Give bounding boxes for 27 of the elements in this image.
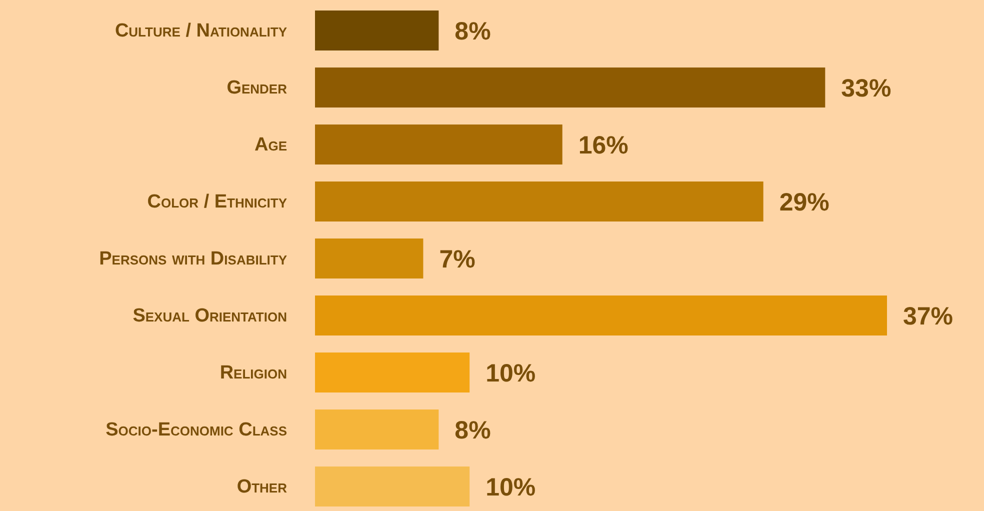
y-tick-label: Culture / Nationality [114,20,288,42]
bar [315,10,439,51]
y-tick-label: Color / Ethnicity [147,192,288,212]
data-label: 16% [578,131,628,160]
y-tick-label: Persons with Disability [99,248,288,270]
bar [315,124,562,165]
bar [315,410,439,450]
data-label: 29% [779,188,830,216]
bar [315,68,826,108]
bar [315,296,887,336]
y-tick-label: Gender [226,78,288,98]
bar [315,238,424,279]
data-label: 37% [903,302,954,330]
data-label: 7% [439,245,476,274]
y-tick-label: Socio-Economic Class [106,420,288,440]
data-label: 10% [486,359,536,388]
data-label: 8% [454,416,491,444]
data-label: 8% [454,17,491,46]
bar [315,182,764,222]
y-tick-label: Other [236,476,288,498]
y-tick-label: Age [254,134,288,156]
data-label: 33% [841,74,892,102]
bar [315,466,470,507]
data-label: 10% [486,473,536,502]
y-tick-label: Religion [220,362,287,384]
bar [315,352,470,393]
y-tick-label: Sexual Orientation [132,306,287,326]
